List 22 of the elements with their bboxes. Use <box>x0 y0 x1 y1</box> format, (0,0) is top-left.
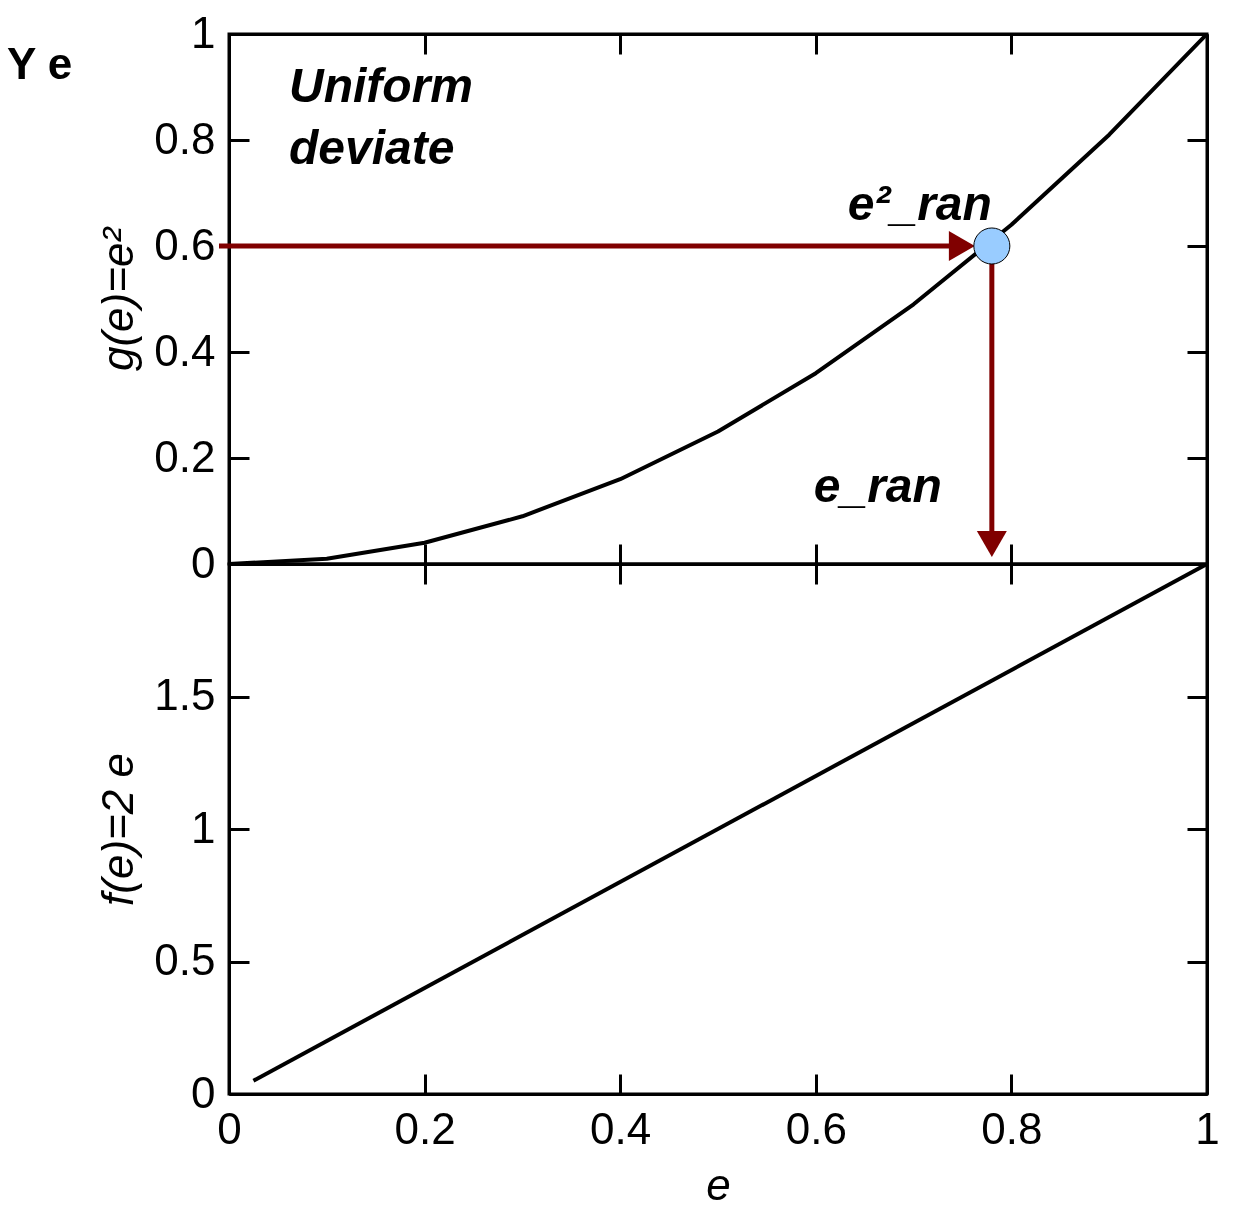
y-tick-label: 0.8 <box>154 113 216 163</box>
chart-title: Y e <box>7 39 73 88</box>
y-tick-label: 1.5 <box>154 670 216 719</box>
x-tick-label: 1 <box>1195 1103 1220 1153</box>
y-tick-label: 0 <box>191 1067 216 1117</box>
x-tick-label: 0.8 <box>981 1103 1043 1153</box>
y-tick-label: 0.5 <box>154 935 216 984</box>
x-tick-label: 0.4 <box>590 1103 652 1153</box>
y-tick-label: 1 <box>191 7 216 57</box>
y-axis-title: f(e)=2 e <box>93 753 143 906</box>
y-tick-label: 0.6 <box>154 219 216 269</box>
annotation: Uniform deviate <box>289 59 473 174</box>
x-axis-title: e <box>706 1159 731 1209</box>
y-tick-label: 0.4 <box>154 325 216 375</box>
annotation: e_ran <box>813 459 942 512</box>
x-tick-label: 0.6 <box>785 1103 847 1153</box>
y-tick-label: 1 <box>191 802 216 852</box>
y-tick-label: 0.2 <box>154 431 216 481</box>
y-axis-title: g(e)=e² <box>93 226 143 372</box>
y-tick-label: 0 <box>191 537 216 587</box>
annotation: e²_ran <box>847 177 992 230</box>
x-tick-label: 0.2 <box>394 1103 456 1153</box>
